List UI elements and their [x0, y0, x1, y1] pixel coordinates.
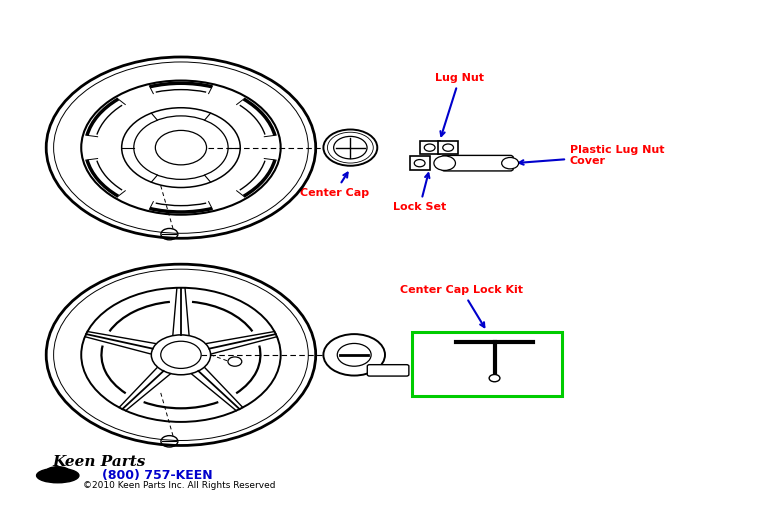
- FancyBboxPatch shape: [410, 156, 430, 170]
- Circle shape: [502, 157, 519, 169]
- FancyBboxPatch shape: [438, 141, 458, 154]
- Text: Center Cap Lock Kit: Center Cap Lock Kit: [400, 285, 524, 327]
- Circle shape: [489, 375, 500, 382]
- FancyBboxPatch shape: [420, 141, 440, 154]
- Circle shape: [434, 156, 456, 170]
- Text: Center Cap: Center Cap: [300, 172, 370, 197]
- Text: Lock Set: Lock Set: [393, 174, 447, 212]
- Text: Lug Nut: Lug Nut: [435, 73, 484, 136]
- Ellipse shape: [46, 467, 69, 476]
- Text: Plastic Lug Nut
Cover: Plastic Lug Nut Cover: [519, 145, 665, 166]
- Text: Keen Parts: Keen Parts: [52, 455, 146, 469]
- Circle shape: [414, 160, 425, 167]
- FancyBboxPatch shape: [367, 365, 409, 376]
- Ellipse shape: [37, 468, 79, 483]
- Text: ©2010 Keen Parts Inc. All Rights Reserved: ©2010 Keen Parts Inc. All Rights Reserve…: [83, 481, 276, 490]
- Circle shape: [424, 144, 435, 151]
- Circle shape: [443, 144, 454, 151]
- Text: (800) 757-KEEN: (800) 757-KEEN: [102, 469, 213, 482]
- FancyBboxPatch shape: [442, 155, 514, 171]
